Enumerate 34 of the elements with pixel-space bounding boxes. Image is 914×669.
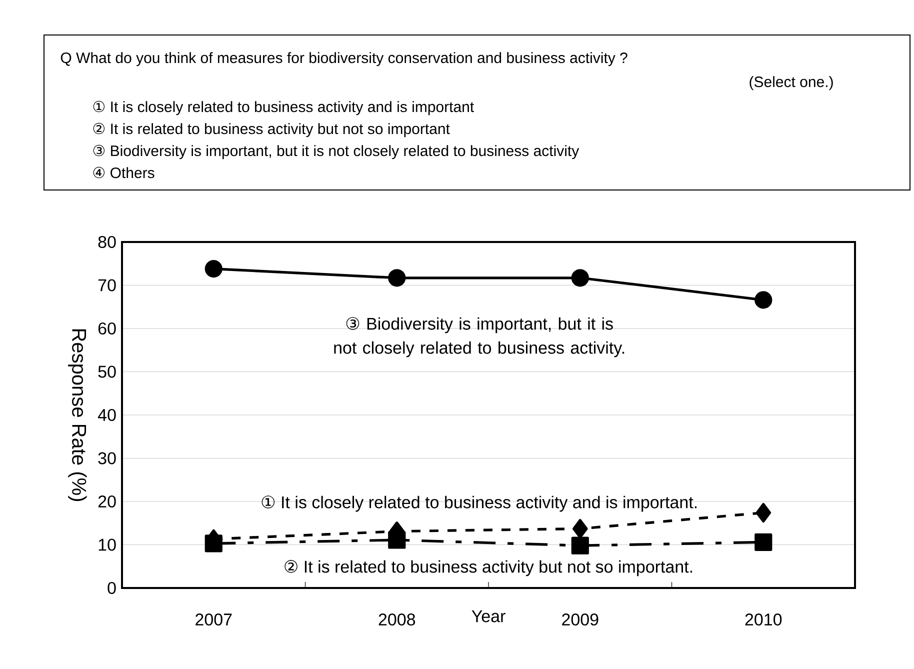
point	[571, 536, 589, 554]
y-tick-label: 40	[98, 408, 116, 422]
y-axis-title: Response Rate (%)	[68, 329, 87, 501]
point	[754, 291, 772, 309]
x-tick-label: 2010	[745, 614, 782, 626]
point	[388, 531, 406, 549]
text: ② It is related to business activity but not so important	[93, 122, 450, 138]
x-tick-label: 2009	[562, 614, 598, 626]
y-tick-label: 70	[98, 279, 116, 292]
text: ③ Biodiversity is important, but it is not closely related to business activity	[93, 144, 580, 160]
text: ④ Others	[93, 166, 154, 178]
y-tick-label: 20	[98, 495, 116, 508]
series-label: ③ Biodiversity is important, but it is not closely related to business activity.	[334, 317, 624, 358]
point	[571, 269, 589, 287]
y-tick-label: 60	[98, 322, 116, 335]
point	[388, 269, 406, 287]
series-label: ① It is closely related to business activity and is important.	[262, 496, 697, 512]
x-tick-label: 2008	[378, 614, 416, 626]
x-axis-title: Year	[472, 610, 506, 622]
y-tick-label: 10	[98, 538, 116, 551]
y-tick-label: 0	[108, 582, 116, 594]
x-tick-label: 2007	[196, 614, 232, 626]
point	[754, 533, 772, 551]
series-label: ② It is related to business activity but not so important.	[284, 560, 692, 576]
point	[756, 502, 772, 523]
point	[204, 260, 222, 278]
text: ① It is closely related to business activity and is important	[93, 100, 474, 116]
y-tick-label: 50	[98, 366, 116, 378]
chart-title: Q What do you think of measures for biodiversity conservation and business activity ?	[60, 52, 628, 66]
chart-subtitle: (Select one.)	[750, 76, 833, 90]
y-tick-label: 80	[98, 236, 116, 248]
y-tick-label: 30	[98, 452, 116, 464]
point	[572, 518, 588, 539]
point	[204, 534, 222, 552]
